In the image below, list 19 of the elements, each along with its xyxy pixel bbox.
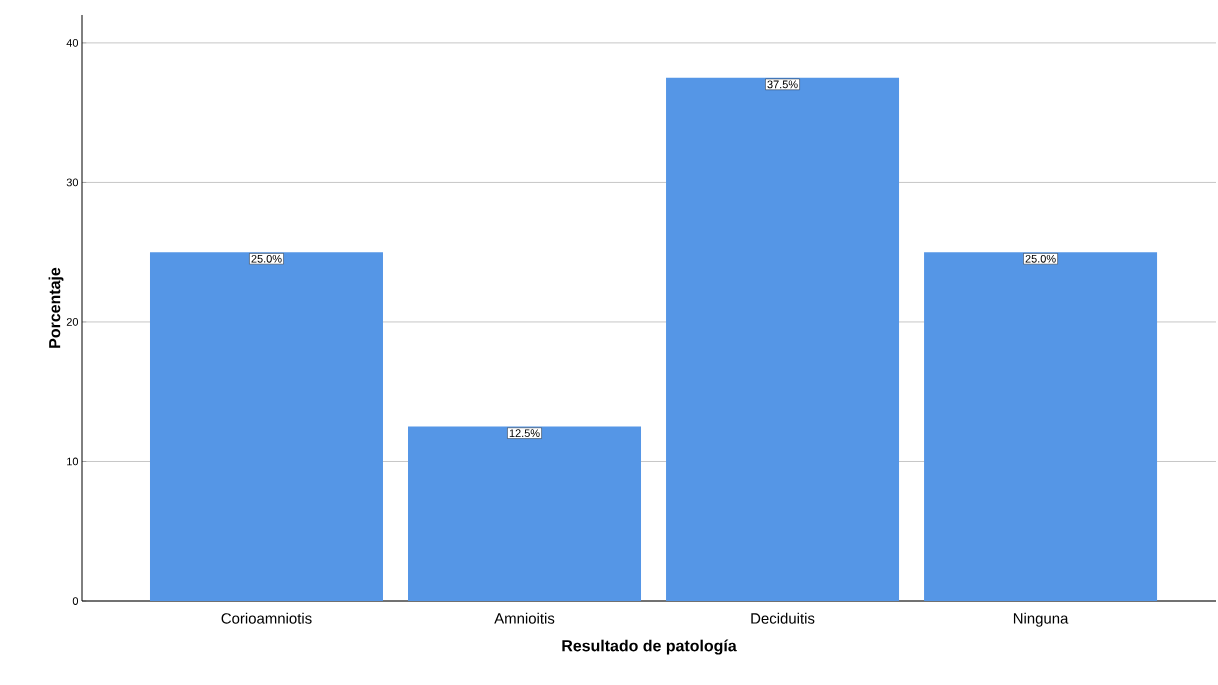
x-tick-label: Amnioitis <box>494 612 555 624</box>
bar <box>149 252 383 601</box>
data-label: 12.5% <box>509 429 540 438</box>
data-label: 25.0% <box>1025 254 1056 263</box>
bar <box>408 426 642 601</box>
y-tick-label: 30 <box>66 178 79 187</box>
data-label: 25.0% <box>251 254 282 263</box>
bar <box>924 252 1158 601</box>
y-axis-title: Porcentaje <box>48 267 64 348</box>
x-tick-label: Ninguna <box>1013 612 1069 627</box>
x-axis-title: Resultado de patología <box>562 639 737 655</box>
y-tick-label: 10 <box>67 457 79 466</box>
data-label: 37.5% <box>767 80 798 89</box>
x-tick-label: Deciduitis <box>751 612 815 624</box>
bar <box>666 77 900 601</box>
x-tick-label: Corioamniotis <box>221 612 312 624</box>
y-tick-label: 40 <box>66 39 79 47</box>
y-tick-label: 20 <box>66 318 79 326</box>
y-tick-label: 0 <box>72 597 79 605</box>
